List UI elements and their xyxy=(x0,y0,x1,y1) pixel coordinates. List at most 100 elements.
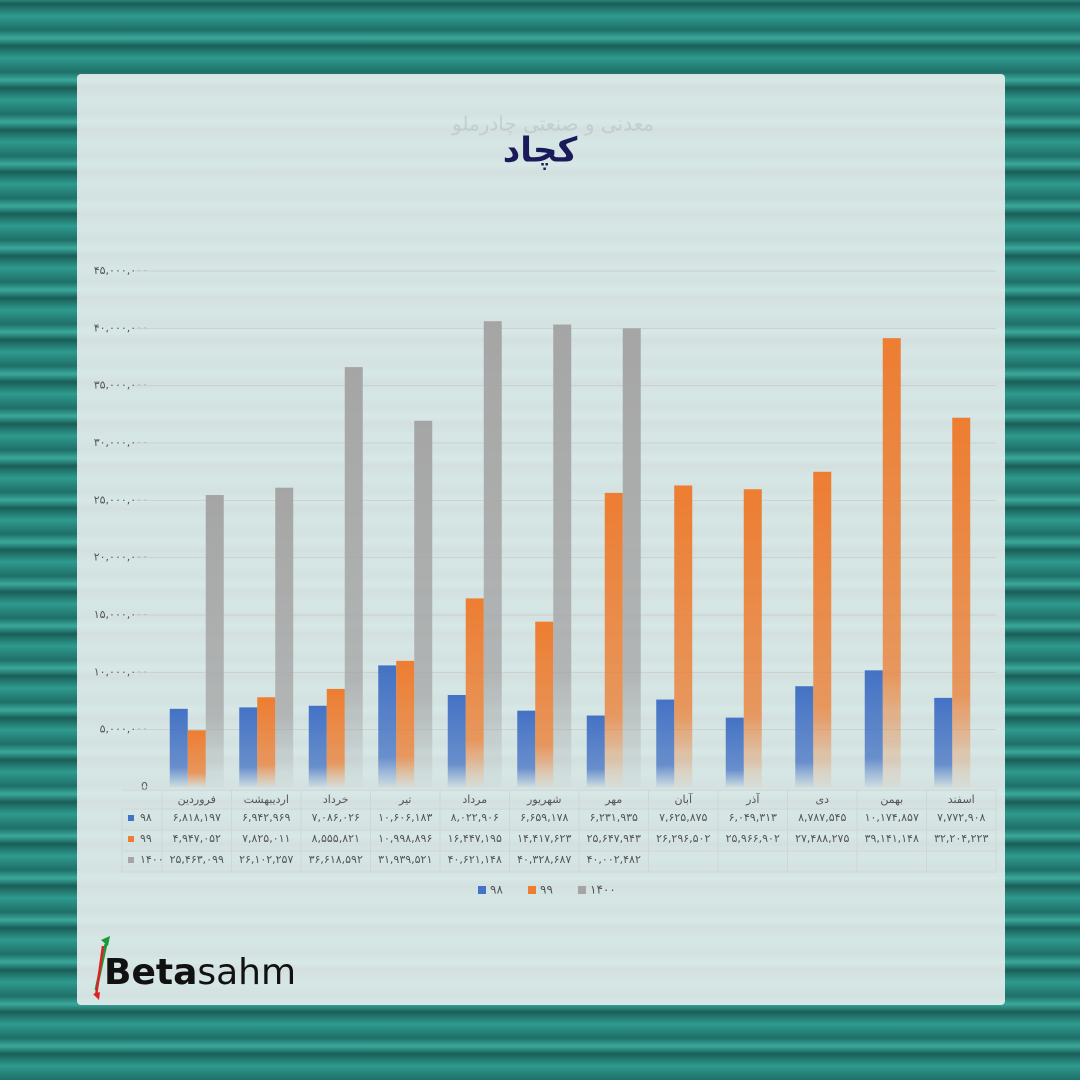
bar xyxy=(622,328,641,787)
data-label: ۲۷,۴۸۸,۲۷۵ xyxy=(795,832,849,845)
table-key xyxy=(128,857,134,863)
data-label: ۶,۶۵۹,۱۷۸ xyxy=(520,811,568,824)
y-tick-label: ۱۰,۰۰۰,۰۰۰ xyxy=(94,665,148,678)
bar xyxy=(275,487,294,787)
data-label: ۴,۹۴۷,۰۵۲ xyxy=(173,832,221,845)
bar xyxy=(604,492,623,787)
table-series-name: ۹۹ xyxy=(140,832,152,845)
data-label: ۲۶,۱۰۲,۲۵۷ xyxy=(239,853,293,866)
bar xyxy=(934,697,953,787)
y-tick-label: ۴۵,۰۰۰,۰۰۰ xyxy=(94,264,148,277)
y-tick-label: ۵,۰۰۰,۰۰۰ xyxy=(100,723,148,736)
x-tick-label: آبان xyxy=(674,792,692,806)
legend-label: ۹۹ xyxy=(540,883,553,897)
table-key xyxy=(128,836,134,842)
bar xyxy=(553,324,572,787)
logo-regular: sahm xyxy=(197,952,296,993)
bar xyxy=(813,471,832,787)
x-tick-label: اسفند xyxy=(948,793,975,806)
data-label: ۸,۰۲۲,۹۰۶ xyxy=(451,811,499,824)
logo-text: Betasahm xyxy=(104,952,296,993)
x-tick-label: فروردین xyxy=(178,793,216,806)
data-label: ۳۶,۶۱۸,۵۹۲ xyxy=(309,853,363,866)
data-label: ۱۰,۶۰۶,۱۸۳ xyxy=(378,811,432,824)
bar xyxy=(378,665,397,787)
data-label: ۷,۷۷۲,۹۰۸ xyxy=(937,811,985,824)
x-tick-label: بهمن xyxy=(880,793,903,806)
data-label: ۶,۰۴۹,۳۱۳ xyxy=(729,811,777,824)
legend-label: ۹۸ xyxy=(490,883,503,897)
bar xyxy=(169,708,188,787)
logo-icon xyxy=(93,936,110,1000)
bar xyxy=(414,420,433,787)
data-label: ۳۱,۹۳۹,۵۲۱ xyxy=(378,853,432,866)
data-label: ۴۰,۶۲۱,۱۴۸ xyxy=(448,853,502,866)
bar xyxy=(308,705,327,787)
table-series-name: ۹۸ xyxy=(140,811,152,824)
data-label: ۲۵,۴۶۳,۰۹۹ xyxy=(170,853,224,866)
bar xyxy=(205,495,224,787)
data-label: ۶,۹۴۲,۹۶۹ xyxy=(242,811,290,824)
bar xyxy=(882,338,901,787)
data-label: ۳۹,۱۴۱,۱۴۸ xyxy=(865,832,919,845)
bar xyxy=(187,730,206,787)
data-label: ۱۶,۴۴۷,۱۹۵ xyxy=(448,832,502,845)
y-tick-label: ۲۵,۰۰۰,۰۰۰ xyxy=(94,493,148,506)
bar xyxy=(257,697,276,787)
legend-label: ۱۴۰۰ xyxy=(590,883,616,897)
bar xyxy=(239,707,258,787)
legend-swatch xyxy=(578,886,586,894)
bar xyxy=(586,715,605,787)
bar xyxy=(483,321,502,787)
data-label: ۴۰,۳۲۸,۶۸۷ xyxy=(517,853,571,866)
y-tick-label: ۴۰,۰۰۰,۰۰۰ xyxy=(94,321,148,334)
x-tick-label: اردیبهشت xyxy=(244,793,289,806)
logo-bold: Beta xyxy=(104,952,197,993)
x-tick-label: شهریور xyxy=(526,793,561,806)
bar xyxy=(743,489,762,787)
bar xyxy=(864,670,883,787)
y-tick-label: ۱۵,۰۰۰,۰۰۰ xyxy=(94,608,148,621)
data-label: ۱۰,۱۷۴,۸۵۷ xyxy=(865,811,919,824)
x-tick-label: مرداد xyxy=(462,793,487,806)
x-tick-label: مهر xyxy=(604,793,622,806)
bar xyxy=(674,485,693,787)
data-label: ۷,۸۲۵,۰۱۱ xyxy=(242,832,290,845)
data-label: ۱۴,۴۱۷,۶۲۳ xyxy=(517,832,571,845)
y-tick-label: ۳۵,۰۰۰,۰۰۰ xyxy=(94,379,148,392)
y-tick-label: ۳۰,۰۰۰,۰۰۰ xyxy=(94,436,148,449)
watermark: معدنی و صنعتی چادرملو xyxy=(451,112,654,136)
data-label: ۴۰,۰۰۲,۴۸۲ xyxy=(587,853,641,866)
table-series-name: ۱۴۰۰ xyxy=(140,853,164,866)
bar xyxy=(517,710,536,787)
data-label: ۱۰,۹۹۸,۸۹۶ xyxy=(378,832,432,845)
data-label: ۷,۰۸۶,۰۲۶ xyxy=(312,811,360,824)
data-label: ۸,۵۵۵,۸۲۱ xyxy=(312,832,360,845)
data-label: ۶,۲۳۱,۹۳۵ xyxy=(590,811,638,824)
data-label: ۳۲,۲۰۴,۲۲۳ xyxy=(934,832,988,845)
data-label: ۲۵,۶۴۷,۹۴۳ xyxy=(587,832,641,845)
x-tick-label: خرداد xyxy=(323,793,349,806)
data-label: ۶,۸۱۸,۱۹۷ xyxy=(173,811,221,824)
data-label: ۷,۶۲۵,۸۷۵ xyxy=(659,811,707,824)
bar xyxy=(952,417,971,787)
legend-swatch xyxy=(528,886,536,894)
bar xyxy=(656,699,675,787)
chart-title: کچاد xyxy=(503,131,578,171)
data-label: ۲۶,۲۹۶,۵۰۲ xyxy=(656,832,710,845)
bar xyxy=(795,686,814,787)
x-tick-label: دی xyxy=(815,793,829,806)
legend-swatch xyxy=(478,886,486,894)
data-label: ۸,۷۸۷,۵۴۵ xyxy=(798,811,846,824)
bar xyxy=(396,660,415,787)
y-tick-label: ۲۰,۰۰۰,۰۰۰ xyxy=(94,551,148,564)
bar xyxy=(725,717,744,787)
bar xyxy=(465,598,484,787)
table-key xyxy=(128,815,134,821)
bar xyxy=(326,688,345,787)
bar xyxy=(344,367,363,787)
x-tick-label: تیر xyxy=(398,793,411,806)
data-label: ۲۵,۹۶۶,۹۰۲ xyxy=(726,832,780,845)
